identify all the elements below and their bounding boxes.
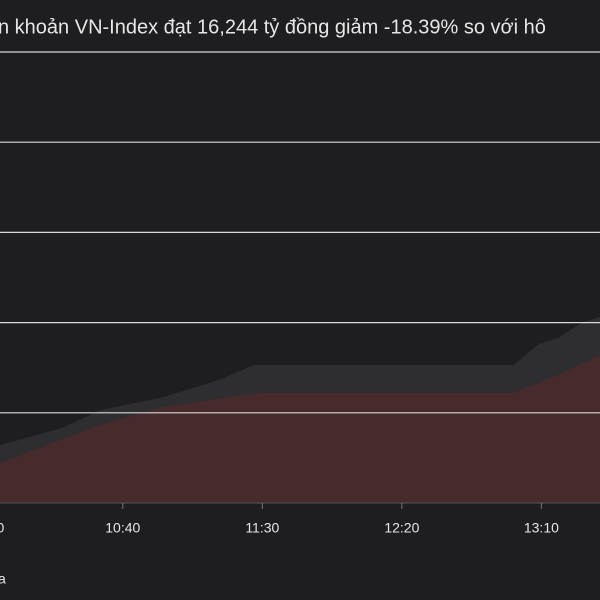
x-tick-label: 10:40 xyxy=(105,520,140,536)
x-tick-label: 0 xyxy=(0,520,4,536)
x-tick-label: 12:20 xyxy=(384,520,419,536)
area xyxy=(0,355,600,503)
legend-label: a xyxy=(0,571,6,587)
chart-title: n khoản VN-Index đạt 16,244 tỷ đồng giảm… xyxy=(0,16,546,38)
x-tick-label: 11:30 xyxy=(245,520,279,536)
x-tick-label: 13:10 xyxy=(524,520,559,536)
